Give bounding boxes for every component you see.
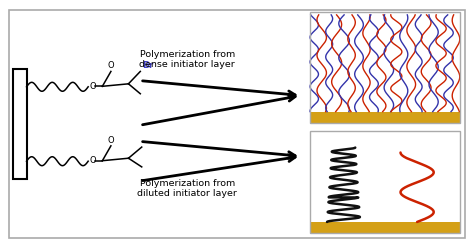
Bar [310, 131, 460, 233]
Text: Polymerization from
diluted initiator layer: Polymerization from diluted initiator la… [137, 179, 237, 198]
Bar [310, 222, 460, 233]
Bar [13, 69, 27, 179]
Bar [310, 131, 460, 233]
Text: Polymerization from
dense initiator layer: Polymerization from dense initiator laye… [139, 50, 235, 69]
Bar [310, 112, 460, 123]
Text: O: O [108, 61, 114, 70]
Bar [310, 12, 460, 123]
Text: Br: Br [142, 61, 153, 70]
Text: O: O [89, 156, 96, 165]
Text: O: O [89, 82, 96, 91]
Bar [310, 12, 460, 123]
Text: O: O [108, 136, 114, 145]
